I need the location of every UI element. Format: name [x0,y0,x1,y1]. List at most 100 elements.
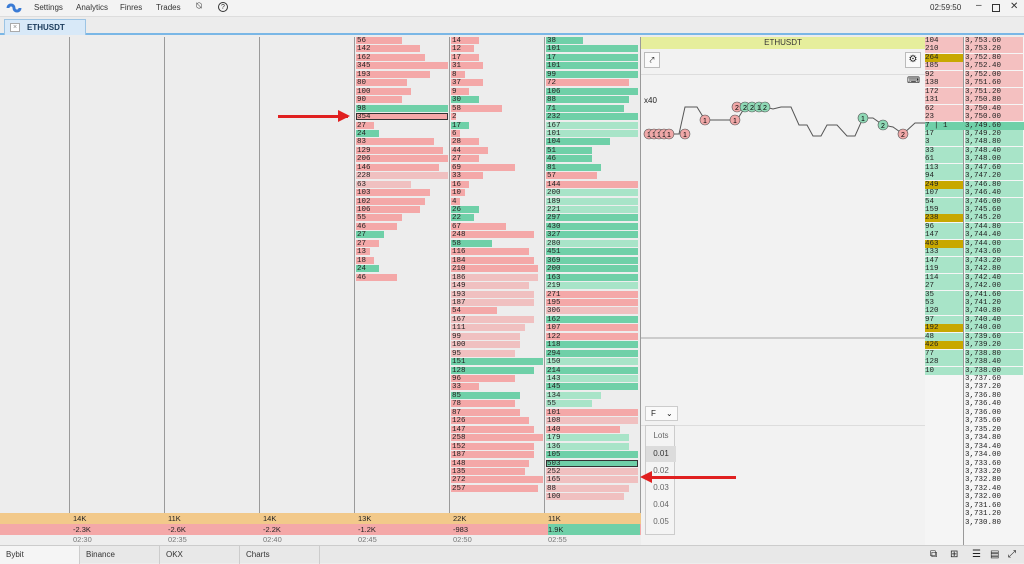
dom-price-cell[interactable]: 3,731.20 [965,510,1002,519]
dom-volume-cell[interactable]: 33 [925,146,963,155]
dom-volume-cell[interactable] [925,417,963,425]
dom-volume-cell[interactable] [925,476,963,484]
dom-volume-cell[interactable] [925,451,963,459]
dom-price-cell[interactable]: 3,743.60 [965,248,1023,257]
dom-volume-cell[interactable] [925,400,963,408]
dom-price-cell[interactable]: 3,744.00 [965,239,1023,248]
dom-volume-cell[interactable]: 249 [925,180,963,189]
dom-price-cell[interactable]: 3,741.20 [965,298,1023,307]
dom-price-cell[interactable]: 3,734.80 [965,434,1002,443]
dom-volume-cell[interactable]: 23 [925,113,963,122]
dom-price-cell[interactable]: 3,744.40 [965,231,1023,240]
menu-finres[interactable]: Finres [120,3,143,12]
dom-price-cell[interactable]: 3,740.80 [965,307,1023,316]
dom-volume-cell[interactable]: 463 [925,239,963,248]
dom-price-cell[interactable]: 3,737.60 [965,375,1002,383]
close-tab-icon[interactable]: × [10,23,20,32]
dom-price-cell[interactable]: 3,747.60 [965,163,1023,172]
dom-price-cell[interactable]: 3,748.40 [965,146,1023,155]
dom-volume-cell[interactable] [925,443,963,451]
dom-volume-cell[interactable] [925,392,963,400]
dom-volume-cell[interactable] [925,510,963,518]
no-notifications-icon[interactable]: ⍉ [196,1,202,12]
dom-price-cell[interactable]: 3,746.00 [965,197,1023,206]
dom-volume-cell[interactable]: 192 [925,324,963,333]
dom-volume-cell[interactable]: 104 [925,37,963,45]
help-icon[interactable]: ? [218,2,228,12]
dom-price-cell[interactable]: 3,750.00 [965,113,1023,122]
dom-price-cell[interactable]: 3,735.60 [965,417,1002,426]
dom-volume-cell[interactable] [925,426,963,434]
dom-price-cell[interactable]: 3,749.60 [965,121,1002,130]
trade-bubble[interactable] [699,114,711,126]
dom-price-cell[interactable]: 3,746.80 [965,180,1023,189]
dom-price-cell[interactable]: 3,742.80 [965,265,1023,274]
dom-volume-cell[interactable]: 185 [925,62,963,71]
dom-volume-cell[interactable] [925,460,963,468]
dom-volume-cell[interactable]: 54 [925,197,963,206]
dom-volume-cell[interactable]: 210 [925,45,963,54]
dom-volume-cell[interactable] [925,383,963,391]
exchange-tab-binance[interactable]: Binance [80,546,160,564]
dom-price-cell[interactable]: 3,746.40 [965,189,1023,198]
dom-volume-cell[interactable] [925,485,963,493]
dom-price-cell[interactable]: 3,733.20 [965,467,1002,476]
lot-option[interactable]: 0.03 [653,483,669,492]
dom-price-cell[interactable]: 3,749.20 [965,129,1023,138]
dom-price-cell[interactable]: 3,733.60 [965,459,1002,468]
dom-volume-cell[interactable]: 426 [925,341,963,350]
dom-price-cell[interactable]: 3,734.40 [965,442,1002,451]
dom-price-cell[interactable]: 3,743.20 [965,256,1023,265]
dom-volume-cell[interactable] [925,468,963,476]
dom-price-cell[interactable]: 3,739.60 [965,332,1023,341]
dom-volume-cell[interactable]: 77 [925,349,963,358]
dom-volume-cell[interactable]: 61 [925,155,963,164]
dom-price-cell[interactable]: 3,740.40 [965,315,1023,324]
price-chart-panel[interactable]: ETHUSDT ⤤ ⚙ ⌨ x40 1111111122212122 [641,37,925,545]
dom-price-cell[interactable]: 3,748.80 [965,138,1023,147]
dom-price-cell[interactable]: 3,740.00 [965,324,1023,333]
lot-option[interactable]: 0.01 [646,446,676,462]
dom-volume-cell[interactable]: 53 [925,298,963,307]
dom-volume-cell[interactable]: 264 [925,53,963,62]
minimize-button[interactable]: – [976,0,982,11]
dom-price-cell[interactable]: 3,732.80 [965,476,1002,485]
dom-price-cell[interactable]: 3,748.00 [965,155,1023,164]
menu-trades[interactable]: Trades [156,3,181,12]
dom-price-cell[interactable]: 3,744.80 [965,222,1023,231]
dom-price-cell[interactable]: 3,751.20 [965,87,1023,96]
dom-volume-cell[interactable]: 10 [925,366,963,375]
dom-volume-cell[interactable]: 7 | 1 [925,121,1024,130]
lot-option[interactable]: 0.04 [653,500,669,509]
app-logo-icon[interactable] [6,3,22,14]
tab-ethusdt[interactable]: × ETHUSDT [4,19,86,35]
close-window-button[interactable]: ✕ [1010,1,1019,12]
dom-price-cell[interactable]: 3,753.60 [965,37,1023,45]
dom-volume-cell[interactable]: 138 [925,79,963,88]
dom-price-cell[interactable]: 3,750.40 [965,104,1023,113]
dom-price-cell[interactable]: 3,741.60 [965,290,1023,299]
dom-price-cell[interactable]: 3,742.40 [965,273,1023,282]
list-icon[interactable]: ☰ [972,549,981,560]
dom-price-cell[interactable]: 3,742.00 [965,282,1023,291]
charts-tab[interactable]: Charts [240,546,320,564]
menu-settings[interactable]: Settings [34,3,63,12]
dom-volume-cell[interactable]: 62 [925,104,963,113]
dom-price-cell[interactable]: 3,736.00 [965,408,1002,417]
dom-volume-cell[interactable] [925,519,963,527]
gear-icon[interactable]: ⚙ [905,52,921,68]
lot-option[interactable]: 0.02 [653,466,669,475]
dom-volume-cell[interactable] [925,502,963,510]
dom-price-cell[interactable]: 3,736.80 [965,391,1002,400]
dom-volume-cell[interactable]: 96 [925,222,963,231]
dom-volume-cell[interactable]: 114 [925,273,963,282]
dom-price-cell[interactable]: 3,738.40 [965,358,1023,367]
layout-icon[interactable]: ⊞ [950,549,959,560]
order-mode-select[interactable]: F ⌄ [645,406,678,421]
dom-volume-cell[interactable]: 48 [925,332,963,341]
dom-price-cell[interactable]: 3,737.20 [965,383,1002,392]
dom-price-cell[interactable]: 3,731.60 [965,501,1002,510]
dom-price-cell[interactable]: 3,732.00 [965,493,1002,502]
dom-volume-cell[interactable]: 159 [925,206,963,214]
trade-bubble[interactable] [729,114,741,126]
